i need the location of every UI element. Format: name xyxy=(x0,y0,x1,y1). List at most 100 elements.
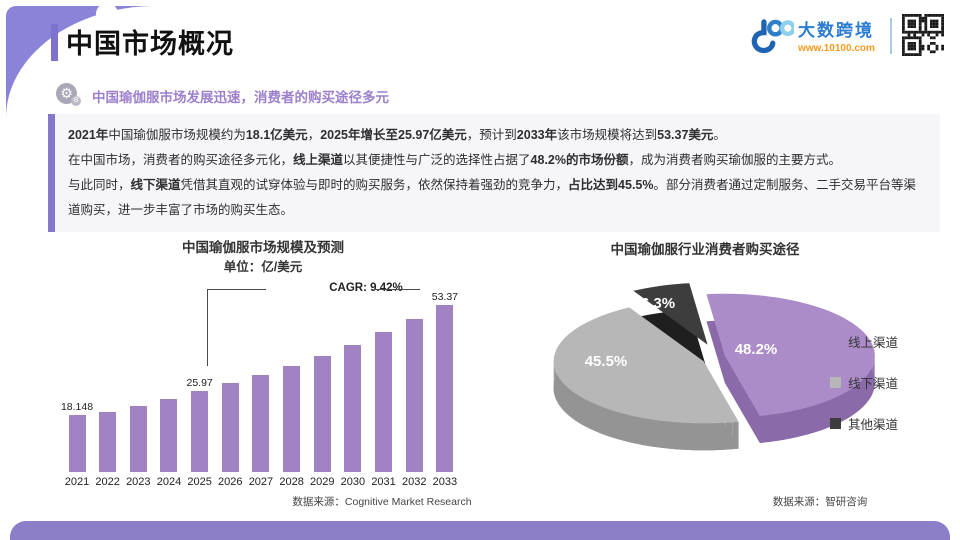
bar-column-2027: 2027 xyxy=(248,375,274,488)
brand-name: 大数跨境 xyxy=(798,21,874,40)
summary-segment: 2021年 xyxy=(68,128,109,142)
bar-2027 xyxy=(252,375,270,472)
pie-slice-2 xyxy=(633,283,708,345)
bar-year-label-2024: 2024 xyxy=(156,476,182,488)
pie-slice-side-1 xyxy=(732,421,739,450)
pie-slice-side-1 xyxy=(643,418,650,447)
bar-2023 xyxy=(129,406,147,472)
pie-slice-side-1 xyxy=(561,381,565,412)
bar-2031 xyxy=(375,332,393,472)
bar-year-label-2025: 2025 xyxy=(187,476,212,488)
brand-logo-icon xyxy=(751,19,794,54)
bar-chart-title: 中国瑜伽服市场规模及预测 xyxy=(182,240,344,255)
bar-value-label-2025: 25.97 xyxy=(186,377,213,389)
summary-segment: 。 xyxy=(713,128,726,142)
bar-2021 xyxy=(68,415,86,472)
pie-slice-side-1 xyxy=(579,396,583,426)
bar-2030 xyxy=(344,345,362,472)
summary-segment: 与此同时， xyxy=(68,178,131,192)
pie-slice-side-1 xyxy=(625,414,632,443)
pie-slice-side-1 xyxy=(587,400,592,430)
cagr-annotation: CAGR: 9.42% xyxy=(329,282,403,294)
summary-segment: 中国瑜伽服市场规模约为 xyxy=(108,128,246,142)
bar-column-2032: 2032 xyxy=(401,319,427,488)
pie-slice-side-1 xyxy=(555,371,557,401)
summary-segment: 该市场规模将达到 xyxy=(557,128,658,142)
pie-slice-side-0 xyxy=(784,411,791,440)
pie-slice-side-1 xyxy=(719,422,726,450)
legend-item-0: 线上渠道 xyxy=(830,332,898,351)
bar-year-label-2030: 2030 xyxy=(340,476,366,488)
legend-swatch-1 xyxy=(830,377,841,388)
pie-slice-side-1 xyxy=(725,422,733,450)
legend-label-2: 其他渠道 xyxy=(848,418,899,432)
page-subtitle: 中国瑜伽服市场发展迅速，消费者的购买途径多元 xyxy=(92,90,389,105)
bar-column-2026: 2026 xyxy=(217,383,243,488)
pie-slice-side-1 xyxy=(575,393,580,423)
pie-slice-side-0 xyxy=(822,400,828,430)
pie-slice-side-1 xyxy=(600,406,605,435)
bar-chart-unit: 单位：亿/美元 xyxy=(223,260,303,274)
bar-2032 xyxy=(405,319,423,472)
bar-2022 xyxy=(99,412,117,472)
pie-slice-side-0 xyxy=(852,386,856,416)
pie-slice-side-0 xyxy=(863,376,867,406)
pie-slice-side-1 xyxy=(637,416,644,446)
bar-year-label-2022: 2022 xyxy=(95,476,120,488)
pie-slice-side-0 xyxy=(817,402,823,432)
pie-slice-side-0 xyxy=(870,368,872,399)
bar-value-label-2021: 18.148 xyxy=(60,401,94,413)
pie-slice-side-0 xyxy=(844,390,849,420)
pie-chart: 中国瑜伽服行业消费者购买途径 48.2% 45.5% 6.3% 线上渠道 线下渠道 其他… xyxy=(520,232,944,472)
summary-segment: ，成为消费者购买瑜伽服的主要方式。 xyxy=(628,153,842,167)
pie-slice-side-1 xyxy=(554,365,555,396)
pie-slice-side-1 xyxy=(649,419,656,447)
pie-slice-side-1 xyxy=(610,409,616,439)
pie-slice-side-1 xyxy=(605,408,610,437)
pie-slice-side-0 xyxy=(861,378,864,409)
pie-slice-side-1 xyxy=(559,379,562,409)
summary-segment: 2025年增长至25.97亿美元 xyxy=(320,128,467,142)
bar-year-label-2032: 2032 xyxy=(401,476,427,488)
legend-label-0: 线上渠道 xyxy=(848,336,899,350)
pie-slice-side-1 xyxy=(564,384,567,414)
pie-slice-side-0 xyxy=(772,413,779,442)
bar-year-label-2023: 2023 xyxy=(126,476,151,488)
pie-slice-side-1 xyxy=(556,373,559,404)
bar-2025 xyxy=(191,391,209,472)
pie-slice-side-1 xyxy=(699,423,707,451)
bar-2026 xyxy=(221,383,239,472)
summary-segment: 以其便捷性与广泛的选择性占据了 xyxy=(343,153,531,167)
pie-slice-side-1 xyxy=(631,415,638,444)
bar-year-label-2021: 2021 xyxy=(64,476,90,488)
bar-2033 xyxy=(436,305,454,472)
pie-slice-side-0 xyxy=(872,363,874,393)
pie-slice-side-1 xyxy=(595,404,601,434)
pie-slice-side-0 xyxy=(801,407,808,436)
legend-swatch-0 xyxy=(830,336,841,347)
pie-slice-side-1 xyxy=(569,389,573,419)
summary-segment: 在中国市场，消费者的购买途径多元化， xyxy=(68,153,294,167)
bar-column-2031: 2031 xyxy=(371,332,397,488)
pie-slice-side-1 xyxy=(661,420,668,449)
pie-slice-side-1 xyxy=(706,423,713,451)
bar-year-label-2031: 2031 xyxy=(371,476,396,488)
bar-2024 xyxy=(160,399,178,472)
pie-slice-side-1 xyxy=(667,421,675,450)
summary-text: 2021年中国瑜伽服市场规模约为18.1亿美元，2025年增长至25.97亿美元… xyxy=(68,123,926,223)
pie-slice-side-0 xyxy=(778,412,785,441)
pie-slice-side-0 xyxy=(868,371,870,401)
gears-icon: ⚙ ⚙ xyxy=(56,83,86,109)
title-accent-bar xyxy=(51,24,58,61)
bar-year-label-2033: 2033 xyxy=(432,476,458,488)
bar-column-2025: 25.97 2025 xyxy=(186,377,213,488)
pie-slice-side-1 xyxy=(693,423,700,451)
pie-slice-label-0: 48.2% xyxy=(735,341,778,358)
pie-slice-side-0 xyxy=(866,373,869,404)
corner-dot-decoration xyxy=(96,3,118,25)
summary-sentence: 在中国市场，消费者的购买途径多元化，线上渠道以其便捷性与广泛的选择性占据了48.… xyxy=(68,148,926,173)
legend-item-2: 其他渠道 xyxy=(830,414,898,433)
pie-chart-source: 数据来源：智研咨询 xyxy=(772,496,868,508)
bar-column-2021: 18.148 2021 xyxy=(60,401,94,488)
bar-2028 xyxy=(283,366,301,472)
